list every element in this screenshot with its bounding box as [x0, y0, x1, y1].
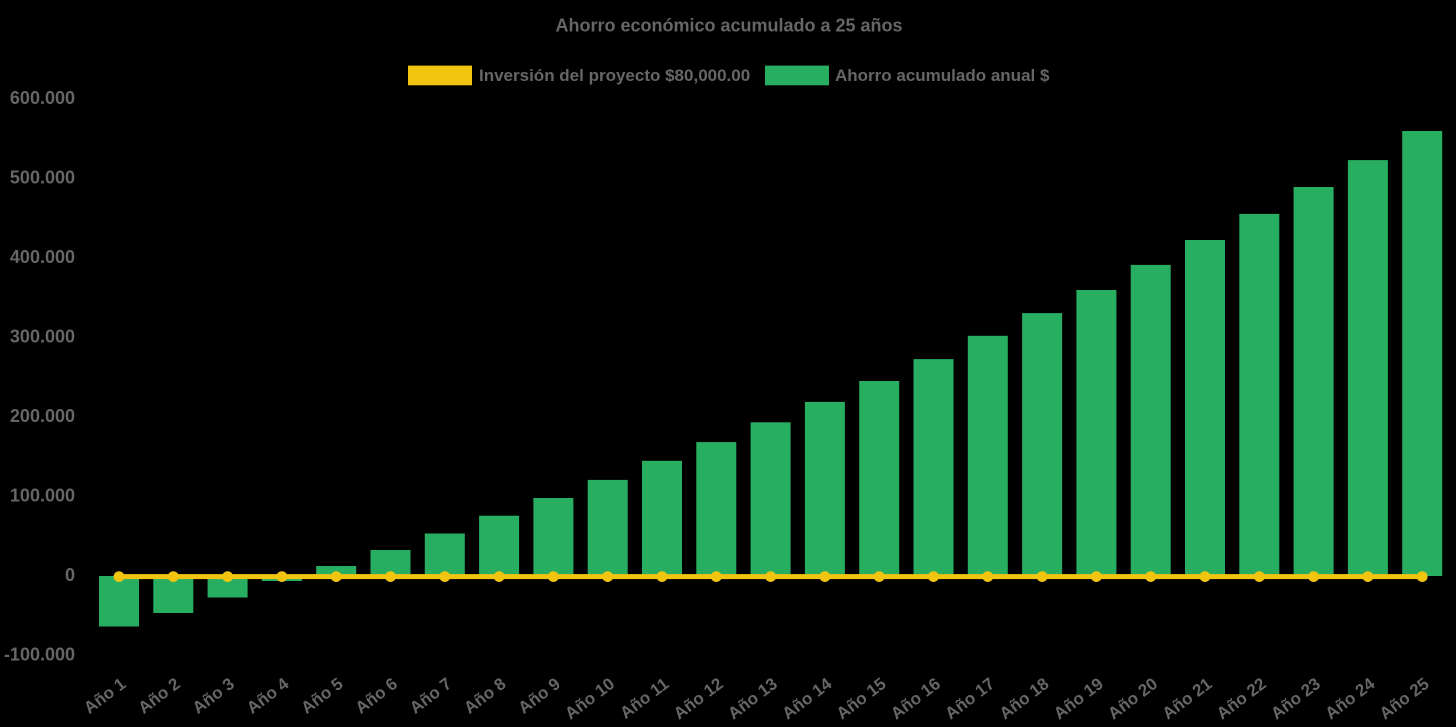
svg-text:500.000: 500.000 [10, 168, 75, 188]
svg-text:0: 0 [65, 565, 75, 585]
svg-text:600.000: 600.000 [10, 88, 75, 108]
svg-text:200.000: 200.000 [10, 406, 75, 426]
svg-text:-100.000: -100.000 [4, 645, 75, 665]
svg-text:100.000: 100.000 [10, 486, 75, 506]
svg-text:300.000: 300.000 [10, 327, 75, 347]
svg-text:Ahorro acumulado anual $: Ahorro acumulado anual $ [835, 66, 1050, 85]
svg-text:400.000: 400.000 [10, 247, 75, 267]
svg-text:Ahorro económico acumulado a 2: Ahorro económico acumulado a 25 años [555, 16, 902, 36]
svg-text:Inversión del proyecto $80,000: Inversión del proyecto $80,000.00 [479, 66, 750, 85]
